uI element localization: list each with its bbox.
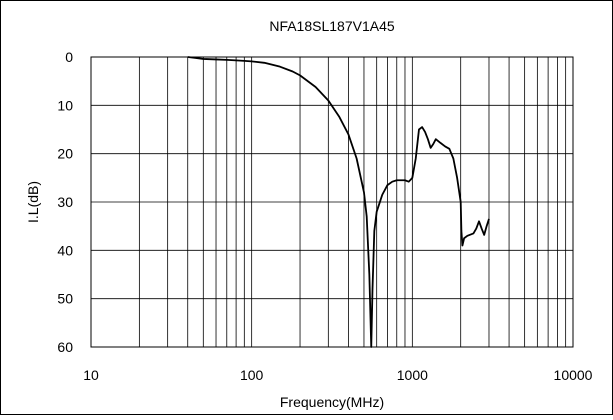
y-tick-label: 30 (57, 194, 73, 210)
y-tick-labels: 0 10 20 30 40 50 60 (57, 49, 73, 355)
y-tick-label: 10 (57, 97, 73, 113)
plot-area-frame (90, 56, 574, 348)
y-tick-label: 40 (57, 242, 73, 258)
insertion-loss-line (187, 56, 490, 348)
y-axis-label: I.L(dB) (25, 181, 41, 223)
series-layer (187, 56, 490, 348)
chart-title: NFA18SL187V1A45 (269, 18, 395, 34)
x-tick-labels: 10 100 1000 10000 (83, 367, 592, 383)
x-tick-label: 10000 (554, 367, 593, 383)
x-axis-label: Frequency(MHz) (280, 394, 384, 410)
grid-lines (91, 57, 573, 347)
y-tick-label: 20 (57, 146, 73, 162)
y-tick-label: 50 (57, 291, 73, 307)
x-tick-label: 1000 (397, 367, 428, 383)
y-tick-label: 60 (57, 339, 73, 355)
y-tick-label: 0 (65, 49, 73, 65)
x-tick-label: 10 (83, 367, 99, 383)
x-tick-label: 100 (240, 367, 264, 383)
